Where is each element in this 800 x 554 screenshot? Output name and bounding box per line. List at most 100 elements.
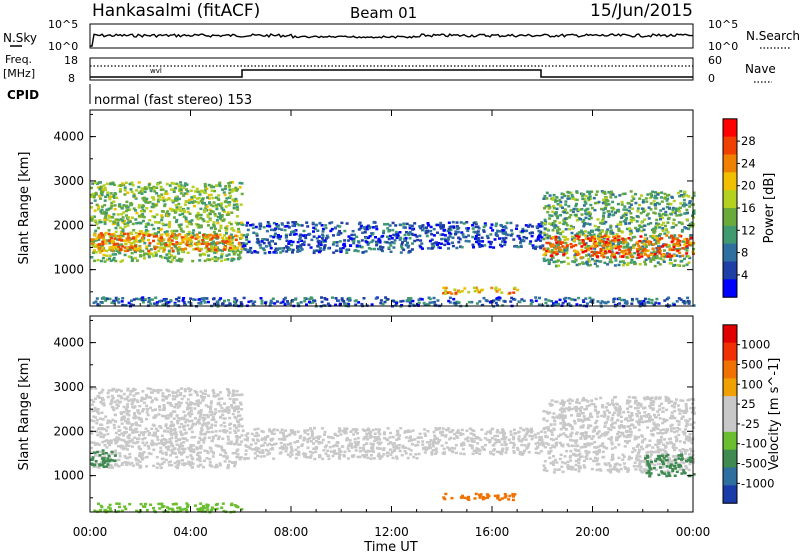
cell: [361, 446, 365, 450]
cell: [690, 223, 694, 226]
cell: [628, 251, 632, 254]
noise-right-tick-high: 10^5: [708, 18, 738, 31]
cell: [246, 221, 249, 225]
cell: [209, 203, 213, 207]
cell: [632, 246, 636, 249]
cell: [155, 213, 159, 216]
cell: [577, 239, 581, 242]
cell: [658, 263, 662, 266]
cell: [682, 264, 686, 268]
cell: [140, 187, 144, 190]
cell: [153, 247, 157, 251]
cell: [321, 438, 325, 442]
cell: [490, 286, 494, 290]
cell: [555, 264, 559, 268]
cell: [256, 251, 260, 254]
cell: [384, 296, 388, 299]
cell: [205, 196, 209, 199]
cell: [313, 227, 317, 231]
cell: [185, 455, 189, 459]
cell: [173, 447, 177, 450]
cell: [585, 244, 588, 248]
cell: [114, 253, 118, 256]
cell: [665, 205, 669, 209]
cell: [238, 181, 242, 185]
cell: [222, 417, 226, 420]
cell: [550, 254, 554, 257]
cell: [425, 226, 428, 229]
cell: [228, 188, 232, 192]
cell: [549, 242, 553, 246]
cell: [146, 413, 150, 417]
cell: [120, 422, 124, 425]
cell: [244, 248, 248, 251]
cell: [643, 251, 647, 255]
cell: [236, 393, 240, 397]
cell: [128, 426, 132, 429]
colorbar-segment: [723, 136, 737, 155]
cell: [206, 427, 210, 430]
cell: [646, 254, 650, 257]
cell: [311, 221, 315, 225]
cell: [405, 231, 408, 234]
cell: [280, 228, 284, 231]
cell: [96, 450, 99, 454]
cell: [556, 264, 560, 267]
cell: [382, 229, 386, 233]
cell: [212, 221, 216, 224]
cell: [141, 215, 145, 218]
cell: [278, 237, 282, 241]
cell: [135, 297, 139, 301]
cell: [192, 450, 196, 453]
cell: [369, 457, 373, 460]
cell: [155, 235, 159, 238]
cell: [201, 253, 205, 256]
cell: [460, 246, 464, 249]
cell: [154, 296, 158, 299]
cell: [504, 231, 508, 234]
noise-right-tick-low: 10^0: [708, 40, 738, 53]
cell: [568, 227, 572, 231]
cell: [167, 225, 171, 229]
cell: [266, 443, 270, 447]
cell: [373, 439, 377, 443]
cell: [369, 454, 373, 457]
cell: [302, 436, 306, 439]
cell: [98, 450, 102, 453]
cell: [213, 302, 216, 306]
cell: [299, 236, 302, 239]
cell: [245, 242, 249, 245]
cell: [195, 453, 199, 457]
cell: [114, 452, 118, 455]
cell: [494, 286, 498, 289]
cell: [114, 230, 118, 234]
cell: [164, 302, 168, 305]
cell: [604, 241, 608, 244]
cell: [608, 250, 611, 253]
cell: [415, 457, 419, 460]
cell: [386, 427, 390, 430]
cell: [170, 423, 173, 427]
cell: [358, 455, 362, 459]
cell: [114, 441, 118, 444]
cell: [651, 190, 655, 193]
cell: [206, 213, 210, 217]
cell: [266, 435, 270, 438]
cell: [308, 232, 312, 236]
cell: [113, 243, 116, 246]
cell: [649, 222, 653, 225]
cell: [568, 216, 572, 219]
cell: [202, 190, 206, 193]
cell: [236, 453, 240, 456]
cell: [560, 260, 563, 264]
cell: [90, 387, 94, 390]
cell: [161, 452, 165, 455]
cell: [179, 181, 183, 184]
cell: [208, 202, 212, 205]
cell: [222, 421, 226, 425]
cell: [234, 221, 238, 224]
cell: [176, 463, 180, 467]
cell: [583, 198, 587, 201]
cell: [190, 461, 193, 464]
cell: [127, 238, 131, 242]
